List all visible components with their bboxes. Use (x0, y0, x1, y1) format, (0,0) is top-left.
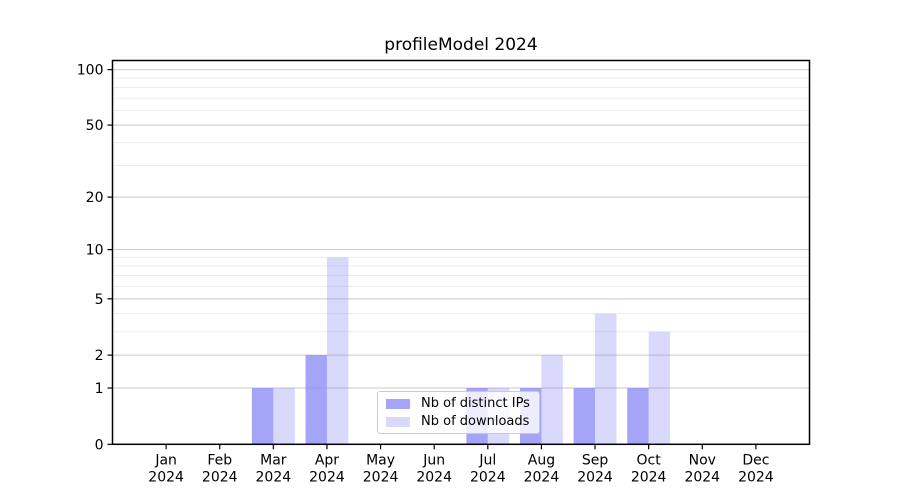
svg-text:2024: 2024 (416, 469, 452, 485)
svg-text:1: 1 (95, 381, 104, 397)
legend-swatch-downloads (386, 416, 410, 427)
svg-text:2024: 2024 (363, 469, 399, 485)
svg-text:Jan: Jan (154, 452, 177, 468)
svg-text:2024: 2024 (684, 469, 720, 485)
svg-text:2024: 2024 (309, 469, 345, 485)
svg-text:0: 0 (95, 437, 104, 453)
legend-swatch-distinct-ips (386, 398, 410, 409)
svg-text:2024: 2024 (148, 469, 184, 485)
svg-text:Feb: Feb (207, 452, 232, 468)
legend-label-downloads: Nb of downloads (421, 414, 530, 429)
svg-text:2024: 2024 (738, 469, 774, 485)
legend-item-downloads: Nb of downloads (386, 414, 530, 429)
svg-text:20: 20 (86, 190, 104, 206)
svg-text:May: May (366, 452, 395, 468)
svg-text:100: 100 (77, 63, 104, 79)
svg-text:Jun: Jun (422, 452, 445, 468)
svg-text:10: 10 (86, 243, 104, 259)
svg-text:Mar: Mar (260, 452, 287, 468)
svg-text:2024: 2024 (470, 469, 506, 485)
svg-text:2024: 2024 (631, 469, 667, 485)
svg-text:2024: 2024 (524, 469, 560, 485)
legend-label-distinct-ips: Nb of distinct IPs (421, 396, 530, 411)
legend: Nb of distinct IPs Nb of downloads (377, 391, 540, 434)
svg-text:Nov: Nov (689, 452, 716, 468)
svg-text:2024: 2024 (202, 469, 238, 485)
svg-text:Oct: Oct (637, 452, 662, 468)
svg-text:2: 2 (95, 348, 104, 364)
svg-text:Sep: Sep (582, 452, 609, 468)
svg-text:Apr: Apr (315, 452, 339, 468)
svg-text:5: 5 (95, 292, 104, 308)
svg-text:Aug: Aug (528, 452, 555, 468)
chart-title: profileModel 2024 (384, 35, 538, 55)
svg-text:2024: 2024 (577, 469, 613, 485)
legend-item-distinct-ips: Nb of distinct IPs (386, 396, 530, 411)
svg-text:2024: 2024 (256, 469, 292, 485)
svg-text:Dec: Dec (742, 452, 769, 468)
svg-text:50: 50 (86, 118, 104, 134)
svg-text:Jul: Jul (478, 452, 496, 468)
